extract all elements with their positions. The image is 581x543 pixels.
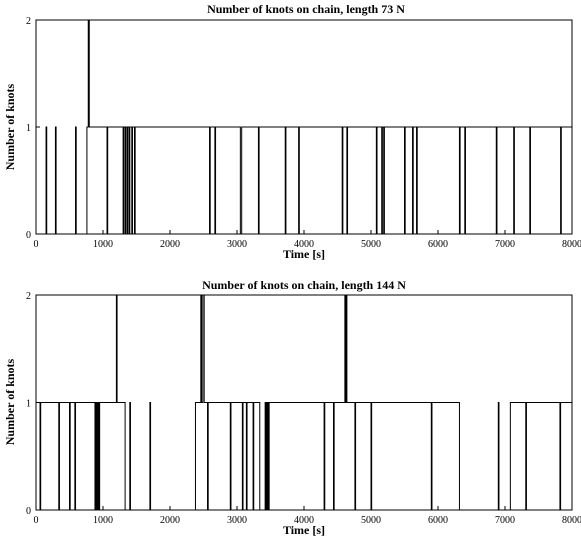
y-tick-label: 1 — [26, 123, 31, 134]
x-tick-label: 3000 — [227, 239, 247, 250]
y-tick-label: 1 — [26, 399, 31, 410]
x-tick-label: 5000 — [361, 515, 381, 526]
x-tick-label: 4000 — [294, 515, 314, 526]
x-tick-label: 2000 — [160, 515, 180, 526]
chart-panel-73: Number of knots on chain, length 73 N 0 1… — [0, 0, 581, 269]
x-tick-label: 0 — [34, 239, 39, 250]
chart-73-svg: Number of knots on chain, length 73 N 0 1… — [3, 2, 581, 261]
x-tick-label: 3000 — [227, 515, 247, 526]
x-tick-label: 5000 — [361, 239, 381, 250]
chart-panel-144: Number of knots on chain, length 144 N 0… — [0, 269, 581, 538]
x-tick-label: 8000 — [562, 515, 581, 526]
y-tick-label: 2 — [26, 16, 31, 27]
x-tick-label: 4000 — [294, 239, 314, 250]
x-tick-label: 7000 — [495, 515, 515, 526]
y-axis-label: Number of knots — [3, 358, 17, 445]
chart-144-svg: Number of knots on chain, length 144 N 0… — [3, 278, 581, 537]
x-tick-label: 6000 — [428, 239, 448, 250]
x-tick-label: 1000 — [93, 239, 113, 250]
x-axis-label: Time [s] — [283, 247, 325, 261]
x-tick-label: 2000 — [160, 239, 180, 250]
y-tick-label: 0 — [26, 506, 31, 517]
x-tick-label: 8000 — [562, 239, 581, 250]
series-line — [36, 19, 572, 235]
y-axis-label: Number of knots — [3, 83, 17, 170]
x-tick-label: 6000 — [428, 515, 448, 526]
chart-title: Number of knots on chain, length 73 N — [207, 2, 405, 16]
y-tick-label: 0 — [26, 230, 31, 241]
series-line — [36, 294, 572, 511]
x-tick-label: 0 — [34, 515, 39, 526]
axis-ticks: 0 1000 2000 3000 4000 5000 6000 7000 8000 0 1 2 — [26, 291, 581, 526]
x-tick-label: 1000 — [93, 515, 113, 526]
axis-ticks: 0 1000 2000 3000 4000 5000 6000 7000 8000 0 1 2 — [26, 16, 581, 250]
x-tick-label: 7000 — [495, 239, 515, 250]
chart-title: Number of knots on chain, length 144 N — [202, 278, 406, 292]
y-tick-label: 2 — [26, 291, 31, 302]
x-axis-label: Time [s] — [283, 523, 325, 537]
